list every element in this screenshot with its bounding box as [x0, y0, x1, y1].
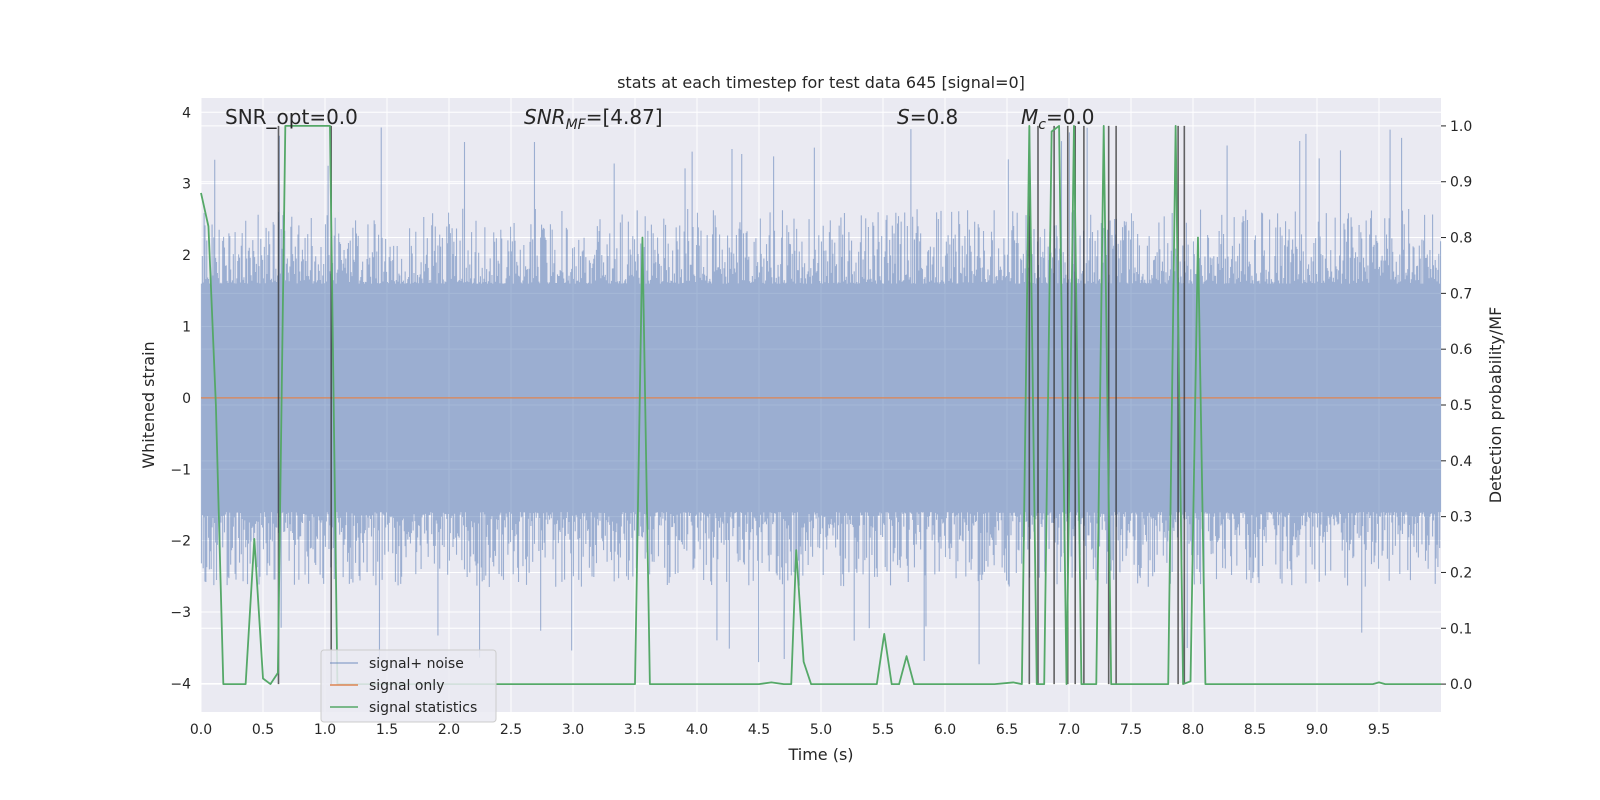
- y-tick-label: −4: [170, 676, 191, 692]
- signal-statistics-line: [200, 125, 1441, 685]
- series-signal-noise: [200, 127, 1442, 665]
- legend-label-signal-only: signal only: [369, 678, 444, 694]
- x-tick-label: 4.0: [686, 722, 708, 738]
- y-tick-label: 2: [182, 248, 191, 264]
- y-right-tick-label: 0.7: [1450, 286, 1472, 302]
- y-tick-label: −3: [170, 605, 191, 621]
- y-tick-label: −1: [170, 462, 191, 478]
- y-right-tick-label: 0.3: [1450, 510, 1472, 526]
- x-tick-label: 6.5: [996, 722, 1018, 738]
- annotation-mc: Mc=0.0: [1021, 105, 1095, 133]
- x-tick-label: 7.0: [1058, 722, 1080, 738]
- x-axis-label: Time (s): [787, 745, 853, 764]
- x-tick-label: 9.5: [1368, 722, 1390, 738]
- y-right-tick-label: 0.0: [1450, 677, 1472, 693]
- x-tick-label: 2.5: [500, 722, 522, 738]
- y-right-axis-label: Detection probability/MF: [1486, 307, 1505, 504]
- y-tick-label: 4: [182, 105, 191, 121]
- signal-noise-trace: [200, 127, 1442, 665]
- legend-label-signal-statistics: signal statistics: [369, 700, 477, 716]
- annotation-snr-opt: SNR_opt=0.0: [225, 105, 358, 129]
- x-tick-label: 8.0: [1182, 722, 1204, 738]
- annotation-snr-mf: SNRMF=[4.87]: [524, 105, 663, 133]
- annotation-s: S=0.8: [897, 105, 958, 129]
- x-tick-label: 5.0: [810, 722, 832, 738]
- x-tick-label: 8.5: [1244, 722, 1266, 738]
- y-axis-label: Whitened strain: [139, 341, 158, 468]
- x-tick-label: 1.5: [376, 722, 398, 738]
- x-tick-label: 1.0: [314, 722, 336, 738]
- y-tick-label: 3: [182, 177, 191, 193]
- y-right-tick-label: 0.4: [1450, 454, 1472, 470]
- y-tick-label: 1: [182, 319, 191, 335]
- x-tick-label: 4.5: [748, 722, 770, 738]
- chart-title: stats at each timestep for test data 645…: [617, 73, 1025, 92]
- y-right-tick-label: 0.6: [1450, 342, 1472, 358]
- x-tick-label: 3.5: [624, 722, 646, 738]
- x-tick-label: 0.0: [190, 722, 212, 738]
- x-tick-label: 7.5: [1120, 722, 1142, 738]
- y-right-tick-label: 0.5: [1450, 398, 1472, 414]
- x-tick-label: 6.0: [934, 722, 956, 738]
- y-tick-label: 0: [182, 391, 191, 407]
- legend: signal+ noise signal only signal statist…: [320, 649, 497, 723]
- x-tick-label: 3.0: [562, 722, 584, 738]
- vertical-markers: [277, 125, 1186, 685]
- legend-box: [320, 649, 497, 723]
- x-tick-label: 5.5: [872, 722, 894, 738]
- y-right-tick-label: 0.1: [1450, 621, 1472, 637]
- y-right-tick-label: 1.0: [1450, 119, 1472, 135]
- y-tick-label: −2: [170, 534, 191, 550]
- tick-labels: 0.0 0.5 1.0 1.5 2.0 2.5 3.0 3.5 4.0 4.5 5.0 5.5 6.0 6…: [170, 105, 1472, 738]
- x-tick-label: 9.0: [1306, 722, 1328, 738]
- x-tick-label: 0.5: [252, 722, 274, 738]
- y-right-tick-label: 0.8: [1450, 231, 1472, 247]
- x-tick-label: 2.0: [438, 722, 460, 738]
- annotations: SNR_opt=0.0 SNRMF=[4.87] S=0.8 Mc=0.0: [225, 105, 1095, 133]
- y-right-tick-label: 0.9: [1450, 175, 1472, 191]
- series-signal-statistics: [200, 125, 1441, 685]
- legend-label-signal-noise: signal+ noise: [369, 656, 464, 672]
- y-right-tick-label: 0.2: [1450, 565, 1472, 581]
